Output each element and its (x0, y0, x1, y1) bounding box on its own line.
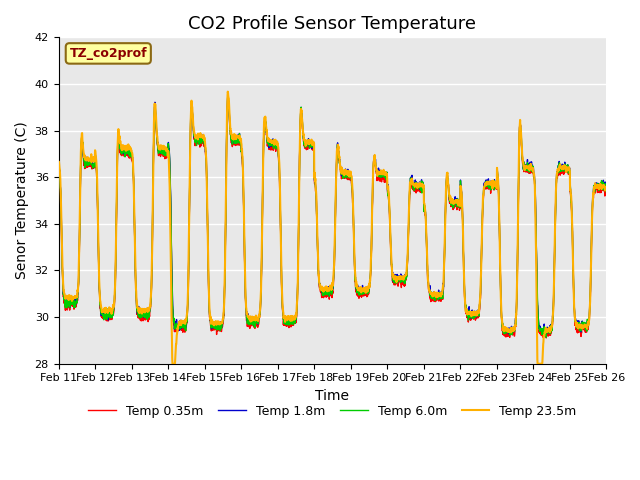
Line: Temp 0.35m: Temp 0.35m (58, 97, 606, 338)
Temp 23.5m (208, 319, 216, 324)
Temp 1.8m (542, 334, 550, 340)
Temp 1.8m (207, 324, 215, 329)
X-axis label: Time: Time (316, 389, 349, 403)
Temp 6.0m (207, 323, 215, 329)
Temp 1.8m (570, 285, 577, 290)
Temp 1.8m (555, 162, 563, 168)
Temp 23.5m (54, 159, 62, 165)
Temp 0.35m (224, 95, 232, 100)
Title: CO2 Profile Sensor Temperature: CO2 Profile Sensor Temperature (188, 15, 476, 33)
Temp 0.35m (360, 290, 368, 296)
Temp 0.35m (542, 335, 550, 341)
Temp 6.0m (54, 159, 62, 165)
Temp 6.0m (360, 287, 368, 293)
Temp 1.8m (602, 187, 610, 193)
Temp 6.0m (602, 189, 610, 195)
Temp 0.35m (555, 168, 563, 174)
Legend: Temp 0.35m, Temp 1.8m, Temp 6.0m, Temp 23.5m: Temp 0.35m, Temp 1.8m, Temp 6.0m, Temp 2… (83, 400, 582, 423)
Temp 23.5m (168, 361, 176, 367)
Temp 1.8m (54, 159, 62, 165)
Temp 23.5m (555, 166, 563, 171)
Y-axis label: Senor Temperature (C): Senor Temperature (C) (15, 121, 29, 279)
Temp 0.35m (570, 289, 577, 295)
Line: Temp 6.0m: Temp 6.0m (58, 96, 606, 337)
Line: Temp 23.5m: Temp 23.5m (58, 92, 606, 364)
Temp 6.0m (555, 163, 563, 168)
Temp 23.5m (492, 182, 500, 188)
Temp 0.35m (492, 185, 500, 191)
Line: Temp 1.8m: Temp 1.8m (58, 94, 606, 337)
Temp 6.0m (224, 94, 232, 99)
Temp 0.35m (54, 161, 62, 167)
Temp 1.8m (360, 287, 368, 293)
Temp 0.35m (207, 328, 215, 334)
Temp 1.8m (492, 184, 500, 190)
Temp 1.8m (349, 187, 356, 192)
Temp 0.35m (602, 190, 610, 195)
Temp 6.0m (542, 334, 550, 340)
Temp 23.5m (570, 286, 577, 292)
Temp 23.5m (349, 190, 356, 196)
Temp 6.0m (570, 287, 577, 293)
Temp 0.35m (349, 191, 356, 196)
Temp 6.0m (492, 181, 500, 187)
Temp 23.5m (361, 287, 369, 293)
Temp 23.5m (602, 187, 610, 192)
Temp 1.8m (224, 91, 232, 97)
Temp 23.5m (224, 89, 232, 95)
Temp 6.0m (349, 188, 356, 193)
Text: TZ_co2prof: TZ_co2prof (70, 47, 147, 60)
